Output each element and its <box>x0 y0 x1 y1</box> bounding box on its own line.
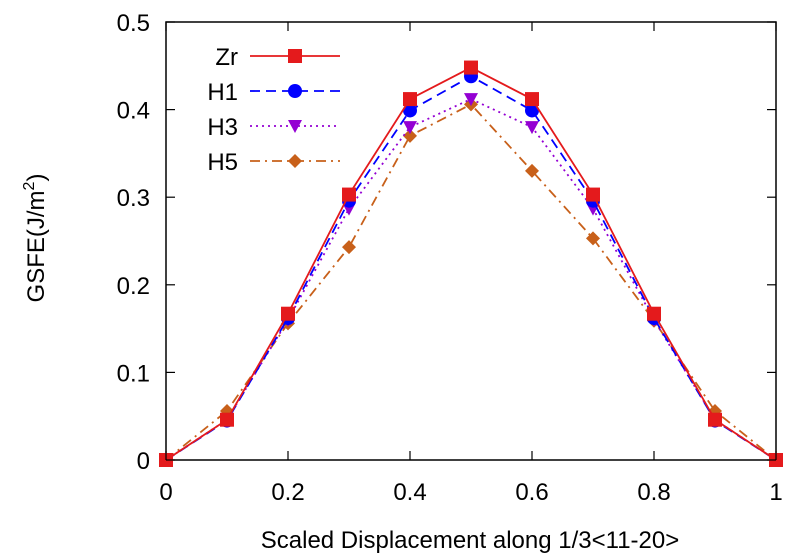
y-axis-label: GSFE(J/m2) <box>21 174 50 303</box>
data-point-h3 <box>525 121 539 135</box>
series-line-h3 <box>165 98 777 461</box>
legend-marker <box>288 49 302 63</box>
data-point-zr <box>464 60 478 75</box>
legend-marker <box>288 120 302 133</box>
legend-label: H1 <box>207 79 238 106</box>
series-h1 <box>159 69 783 467</box>
data-point-zr <box>647 306 661 321</box>
y-axis-label-sup: 2 <box>21 181 38 190</box>
series-zr <box>159 60 783 467</box>
x-axis-label: Scaled Displacement along 1/3<11-20> <box>261 527 680 554</box>
legend-entry-h5: H5 <box>207 149 340 176</box>
y-tick-label: 0.4 <box>117 98 150 125</box>
data-point-h3 <box>464 93 478 107</box>
legend-label: H5 <box>207 149 238 176</box>
x-tick-label: 1 <box>769 479 782 506</box>
data-point-h1 <box>403 103 417 118</box>
x-tick-label: 0.2 <box>271 479 304 506</box>
legend: Zr H1 H3 H5 <box>207 44 340 176</box>
y-tick-label: 0 <box>137 448 150 475</box>
data-point-h5 <box>525 163 539 178</box>
data-point-h5 <box>403 128 417 143</box>
x-tick-label: 0.8 <box>637 479 670 506</box>
y-tick-label: 0.3 <box>117 185 150 212</box>
series-h3 <box>159 93 783 467</box>
data-point-zr <box>281 306 295 321</box>
data-point-h1 <box>525 103 539 118</box>
x-tick-label: 0.6 <box>515 479 548 506</box>
y-axis-label-main: GSFE(J/m <box>23 190 50 302</box>
data-point-zr <box>220 412 234 427</box>
y-tick-label: 0.5 <box>117 10 150 37</box>
plot-border <box>165 21 777 461</box>
data-point-h5 <box>586 231 600 246</box>
legend-entry-h3: H3 <box>207 114 340 141</box>
x-tick-label: 0 <box>159 479 172 506</box>
plot-frame <box>165 21 777 461</box>
x-tick-label: 0.4 <box>393 479 426 506</box>
data-point-h5 <box>342 240 356 255</box>
legend-entry-h1: H1 <box>207 79 340 106</box>
legend-marker <box>288 154 302 168</box>
data-point-zr <box>403 92 417 107</box>
data-point-zr <box>708 412 722 427</box>
series-line-h5 <box>165 103 777 461</box>
data-point-zr <box>586 187 600 202</box>
legend-label: Zr <box>215 44 238 71</box>
y-tick-label: 0.2 <box>117 273 150 300</box>
data-point-zr <box>525 92 539 107</box>
series-layer <box>159 60 783 467</box>
y-tick-label: 0.1 <box>117 360 150 387</box>
series-line-h1 <box>165 75 777 461</box>
y-axis-label-close: ) <box>23 174 50 182</box>
series-h5 <box>159 97 783 467</box>
data-point-h3 <box>403 121 417 135</box>
legend-marker <box>288 84 302 98</box>
legend-entry-zr: Zr <box>215 44 340 71</box>
data-point-zr <box>342 187 356 202</box>
ticks-layer: 0 0.2 0.4 0.6 0.8 1 0 0.1 0.2 0.3 0.4 0.5 <box>117 10 783 506</box>
legend-label: H3 <box>207 114 238 141</box>
